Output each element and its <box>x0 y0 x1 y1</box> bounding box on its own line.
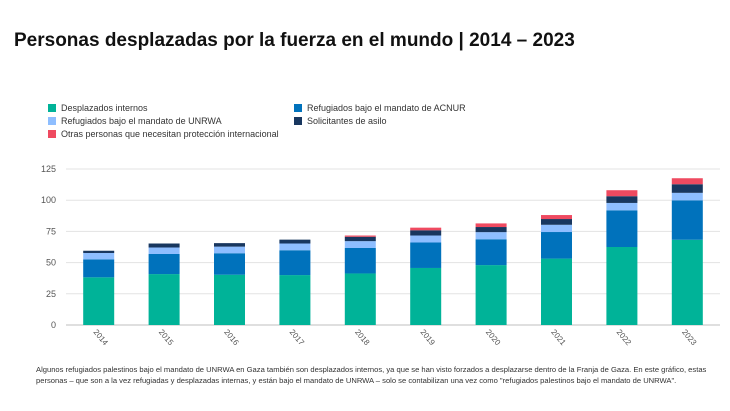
bar-segment-2016-series-2 <box>214 246 245 254</box>
bar-segment-2023-series-3 <box>671 184 703 193</box>
bar-segment-2016-series-3 <box>214 243 245 247</box>
legend-swatch <box>48 130 56 138</box>
legend-item-solicitantes-asilo: Solicitantes de asilo <box>294 115 387 127</box>
bar-segment-2020-series-2 <box>475 232 507 240</box>
y-tick-label: 75 <box>46 226 56 236</box>
x-tick-label: 2017 <box>288 328 307 348</box>
bar-segment-2021-series-0 <box>541 258 572 325</box>
y-tick-label: 0 <box>51 320 56 330</box>
bar-segment-2016-series-1 <box>214 253 245 275</box>
bar-segment-2021-series-1 <box>541 232 572 259</box>
bar-segment-2023-series-2 <box>671 192 703 201</box>
bar-segment-2021-series-4 <box>541 215 572 220</box>
x-tick-label: 2023 <box>680 328 699 348</box>
x-tick-label: 2022 <box>615 328 634 348</box>
y-tick-label: 50 <box>46 258 56 268</box>
bar-segment-2020-series-3 <box>475 227 507 233</box>
bars <box>83 178 703 325</box>
x-tick-label: 2014 <box>91 328 110 348</box>
bar-segment-2015-series-0 <box>148 274 180 325</box>
chart-title: Personas desplazadas por la fuerza en el… <box>14 30 575 51</box>
x-tick-label: 2019 <box>418 328 437 348</box>
bar-segment-2017-series-3 <box>279 239 311 244</box>
bar-segment-2015-series-1 <box>148 253 180 275</box>
bar-segment-2018-series-2 <box>344 241 376 248</box>
legend-item-refugiados-acnur: Refugiados bajo el mandato de ACNUR <box>294 102 466 114</box>
bar-segment-2023-series-4 <box>671 178 703 185</box>
legend-swatch <box>294 117 302 125</box>
bar-segment-2022-series-1 <box>606 210 638 247</box>
bar-segment-2014-series-2 <box>83 252 115 260</box>
x-tick-label: 2015 <box>157 328 176 348</box>
bar-segment-2022-series-2 <box>606 202 638 211</box>
bar-segment-2022-series-4 <box>606 190 638 197</box>
bar-segment-2018-series-0 <box>344 273 376 325</box>
bar-segment-2018-series-3 <box>344 236 376 242</box>
x-tick-label: 2020 <box>484 328 503 348</box>
bar-segment-2019-series-4 <box>410 227 442 231</box>
bar-segment-2015-series-3 <box>148 243 180 248</box>
bar-segment-2018-series-4 <box>344 235 376 237</box>
x-tick-label: 2018 <box>353 328 372 348</box>
y-tick-label: 125 <box>41 164 56 174</box>
bar-segment-2019-series-2 <box>410 235 442 243</box>
bar-segment-2022-series-3 <box>606 196 638 203</box>
bar-segment-2020-series-0 <box>475 265 507 325</box>
bar-segment-2017-series-2 <box>279 243 311 251</box>
legend-label: Desplazados internos <box>61 103 148 113</box>
x-tick-label: 2021 <box>549 328 568 348</box>
bar-segment-2021-series-3 <box>541 219 572 225</box>
x-tick-label: 2016 <box>222 328 241 348</box>
bar-segment-2019-series-3 <box>410 230 442 236</box>
legend-item-refugiados-unrwa: Refugiados bajo el mandato de UNRWA <box>48 115 222 127</box>
bar-segment-2020-series-1 <box>475 239 507 266</box>
legend-label: Otras personas que necesitan protección … <box>61 129 279 139</box>
legend-label: Refugiados bajo el mandato de UNRWA <box>61 116 222 126</box>
bar-segment-2017-series-0 <box>279 275 311 325</box>
bar-segment-2019-series-1 <box>410 242 442 268</box>
bar-segment-2019-series-0 <box>410 267 442 325</box>
legend-swatch <box>48 104 56 112</box>
legend-swatch <box>48 117 56 125</box>
chart-footnote: Algunos refugiados palestinos bajo el ma… <box>36 365 707 385</box>
legend-label: Solicitantes de asilo <box>307 116 387 126</box>
y-tick-label: 100 <box>41 195 56 205</box>
bar-segment-2014-series-1 <box>83 259 115 278</box>
bar-segment-2016-series-0 <box>214 274 245 325</box>
legend-swatch <box>294 104 302 112</box>
legend-item-otras-personas: Otras personas que necesitan protección … <box>48 128 279 140</box>
bar-segment-2017-series-1 <box>279 250 311 276</box>
legend-item-desplazados-internos: Desplazados internos <box>48 102 148 114</box>
legend-label: Refugiados bajo el mandato de ACNUR <box>307 103 466 113</box>
bar-segment-2014-series-0 <box>83 277 115 325</box>
bar-segment-2020-series-4 <box>475 223 507 228</box>
bar-segment-2022-series-0 <box>606 247 638 325</box>
bar-segment-2021-series-2 <box>541 224 572 233</box>
bar-segment-2015-series-2 <box>148 247 180 254</box>
bar-segment-2023-series-1 <box>671 200 703 240</box>
y-tick-label: 25 <box>46 289 56 299</box>
bar-segment-2014-series-3 <box>83 250 115 253</box>
bar-segment-2018-series-1 <box>344 247 376 274</box>
bar-segment-2023-series-0 <box>671 239 703 325</box>
